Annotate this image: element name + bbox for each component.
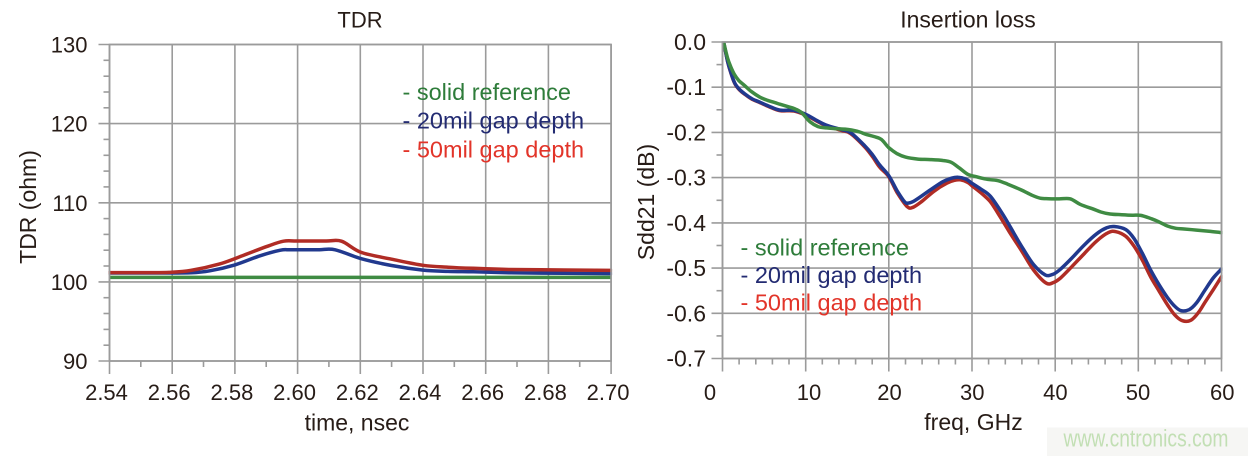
svg-text:130: 130 [51,33,88,58]
svg-text:110: 110 [52,191,87,216]
svg-text:-0.5: -0.5 [666,255,706,281]
svg-text:50: 50 [1126,380,1150,405]
svg-text:60: 60 [1210,380,1234,405]
svg-text:- solid reference: - solid reference [741,235,910,261]
svg-text:- 20mil gap depth: - 20mil gap depth [403,108,585,134]
svg-text:time, nsec: time, nsec [305,410,410,436]
svg-text:100: 100 [51,270,88,295]
svg-text:0: 0 [704,380,716,405]
svg-text:-0.6: -0.6 [666,300,706,326]
svg-text:Sdd21 (dB): Sdd21 (dB) [633,144,659,260]
svg-text:-0.4: -0.4 [666,210,706,236]
svg-text:2.56: 2.56 [148,380,191,405]
svg-text:- 20mil gap depth: - 20mil gap depth [741,262,923,288]
svg-text:20: 20 [877,380,901,405]
svg-text:10: 10 [797,380,821,405]
svg-text:Insertion loss: Insertion loss [900,7,1036,33]
svg-text:-0.3: -0.3 [666,165,706,191]
svg-text:freq, GHz: freq, GHz [924,409,1022,435]
svg-text:www.cntronics.com: www.cntronics.com [1063,425,1229,452]
svg-text:2.60: 2.60 [273,380,316,405]
svg-text:2.64: 2.64 [399,380,442,405]
svg-text:TDR: TDR [337,8,382,33]
svg-text:120: 120 [51,112,88,137]
svg-text:2.58: 2.58 [210,380,253,405]
svg-text:90: 90 [63,349,87,374]
svg-text:2.54: 2.54 [85,380,128,405]
svg-text:30: 30 [960,380,984,405]
svg-text:2.62: 2.62 [336,380,379,405]
svg-text:2.68: 2.68 [524,380,567,405]
svg-text:-0.2: -0.2 [666,119,706,145]
svg-text:0.0: 0.0 [674,29,706,55]
svg-text:40: 40 [1043,380,1067,405]
svg-text:- 50mil gap depth: - 50mil gap depth [403,136,585,162]
svg-text:2.66: 2.66 [461,380,504,405]
svg-text:- solid reference: - solid reference [403,79,572,105]
svg-text:-0.1: -0.1 [666,74,706,100]
svg-text:TDR (ohm): TDR (ohm) [15,150,41,264]
svg-text:-0.7: -0.7 [666,346,706,372]
svg-text:- 50mil gap depth: - 50mil gap depth [741,290,923,316]
svg-text:2.70: 2.70 [587,380,630,405]
